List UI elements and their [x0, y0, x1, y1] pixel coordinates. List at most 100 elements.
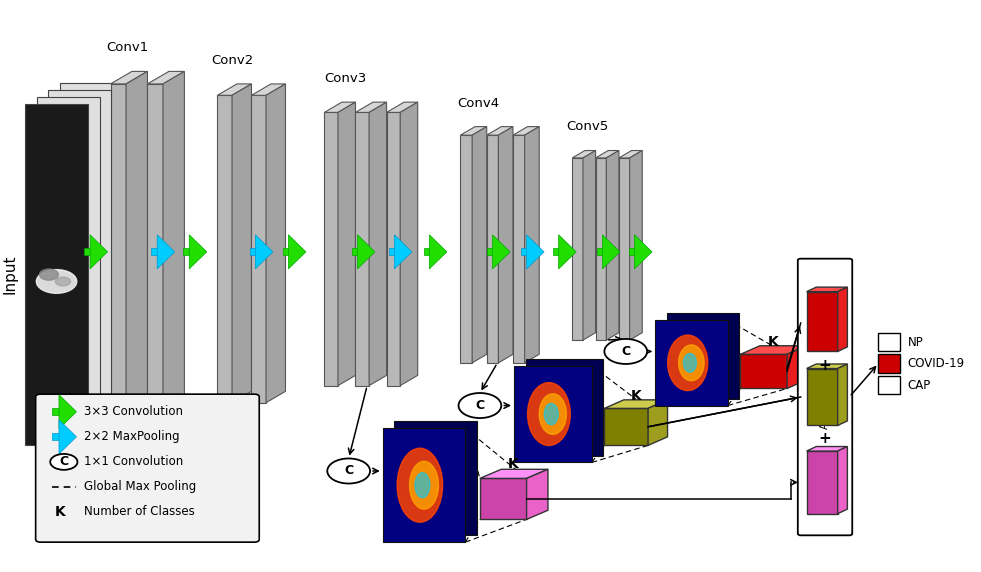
Polygon shape: [424, 248, 430, 255]
Polygon shape: [492, 235, 510, 269]
Polygon shape: [602, 235, 620, 269]
Ellipse shape: [540, 394, 566, 434]
Bar: [879, 333, 900, 351]
Circle shape: [36, 269, 77, 293]
Polygon shape: [157, 235, 175, 269]
Circle shape: [50, 454, 77, 470]
Polygon shape: [251, 84, 285, 96]
Polygon shape: [400, 102, 418, 386]
Polygon shape: [357, 235, 375, 269]
Polygon shape: [325, 102, 355, 112]
Polygon shape: [189, 235, 207, 269]
Polygon shape: [183, 248, 189, 255]
Polygon shape: [111, 72, 147, 84]
Polygon shape: [387, 112, 400, 386]
Polygon shape: [52, 434, 59, 440]
Text: Input: Input: [3, 255, 18, 295]
Polygon shape: [595, 150, 619, 158]
Polygon shape: [630, 150, 643, 340]
Polygon shape: [218, 84, 251, 96]
Polygon shape: [619, 150, 643, 158]
Text: Conv2: Conv2: [211, 54, 253, 67]
Polygon shape: [48, 90, 112, 432]
Polygon shape: [151, 248, 157, 255]
Polygon shape: [84, 248, 90, 255]
Polygon shape: [266, 84, 285, 403]
Circle shape: [328, 459, 370, 483]
Polygon shape: [513, 126, 540, 135]
Ellipse shape: [415, 472, 430, 498]
Polygon shape: [480, 478, 527, 519]
Polygon shape: [25, 104, 88, 446]
Polygon shape: [513, 135, 525, 363]
FancyBboxPatch shape: [35, 394, 259, 542]
Polygon shape: [394, 422, 477, 535]
Polygon shape: [526, 359, 603, 456]
Circle shape: [458, 393, 501, 418]
Polygon shape: [52, 408, 59, 415]
Polygon shape: [36, 97, 100, 439]
Text: Number of Classes: Number of Classes: [84, 506, 195, 518]
Polygon shape: [655, 320, 728, 406]
Polygon shape: [60, 84, 124, 425]
Polygon shape: [666, 313, 740, 399]
Polygon shape: [498, 126, 513, 363]
Polygon shape: [147, 84, 163, 414]
Polygon shape: [388, 248, 394, 255]
Polygon shape: [355, 112, 369, 386]
Polygon shape: [514, 366, 592, 462]
Bar: [879, 376, 900, 394]
Ellipse shape: [528, 383, 570, 446]
Polygon shape: [838, 287, 848, 351]
Polygon shape: [572, 158, 583, 340]
Polygon shape: [383, 428, 465, 542]
Polygon shape: [741, 354, 787, 388]
Polygon shape: [394, 235, 412, 269]
Polygon shape: [838, 447, 848, 514]
Polygon shape: [648, 400, 667, 446]
Text: C: C: [476, 399, 485, 412]
Polygon shape: [218, 96, 232, 403]
Polygon shape: [163, 72, 184, 414]
Polygon shape: [126, 72, 147, 414]
Polygon shape: [787, 345, 806, 388]
Text: 2×2 MaxPooling: 2×2 MaxPooling: [84, 430, 180, 443]
Text: Global Max Pooling: Global Max Pooling: [84, 480, 196, 494]
Polygon shape: [558, 235, 576, 269]
Polygon shape: [806, 447, 848, 451]
Polygon shape: [472, 126, 487, 363]
FancyBboxPatch shape: [798, 259, 852, 535]
Polygon shape: [351, 248, 357, 255]
Polygon shape: [487, 248, 492, 255]
Ellipse shape: [409, 462, 439, 509]
Polygon shape: [59, 420, 77, 454]
Polygon shape: [521, 248, 527, 255]
Polygon shape: [838, 364, 848, 426]
Polygon shape: [604, 408, 648, 446]
Circle shape: [55, 277, 71, 286]
Polygon shape: [251, 96, 266, 403]
Ellipse shape: [668, 335, 707, 391]
Polygon shape: [90, 235, 108, 269]
Polygon shape: [255, 235, 273, 269]
Polygon shape: [806, 364, 848, 368]
Polygon shape: [806, 451, 838, 514]
Polygon shape: [487, 126, 513, 135]
Polygon shape: [232, 84, 251, 403]
Polygon shape: [283, 248, 288, 255]
Polygon shape: [338, 102, 355, 386]
Bar: [879, 354, 900, 372]
Polygon shape: [460, 135, 472, 363]
Text: CAP: CAP: [907, 379, 931, 392]
Ellipse shape: [684, 353, 697, 372]
Text: K: K: [55, 505, 66, 519]
Text: K: K: [507, 457, 518, 471]
Polygon shape: [806, 287, 848, 292]
Polygon shape: [806, 292, 838, 351]
Text: Aggregation: Aggregation: [820, 365, 830, 429]
Polygon shape: [369, 102, 387, 386]
Circle shape: [604, 339, 647, 364]
Polygon shape: [619, 158, 630, 340]
Text: +: +: [819, 431, 832, 446]
Circle shape: [39, 269, 59, 280]
